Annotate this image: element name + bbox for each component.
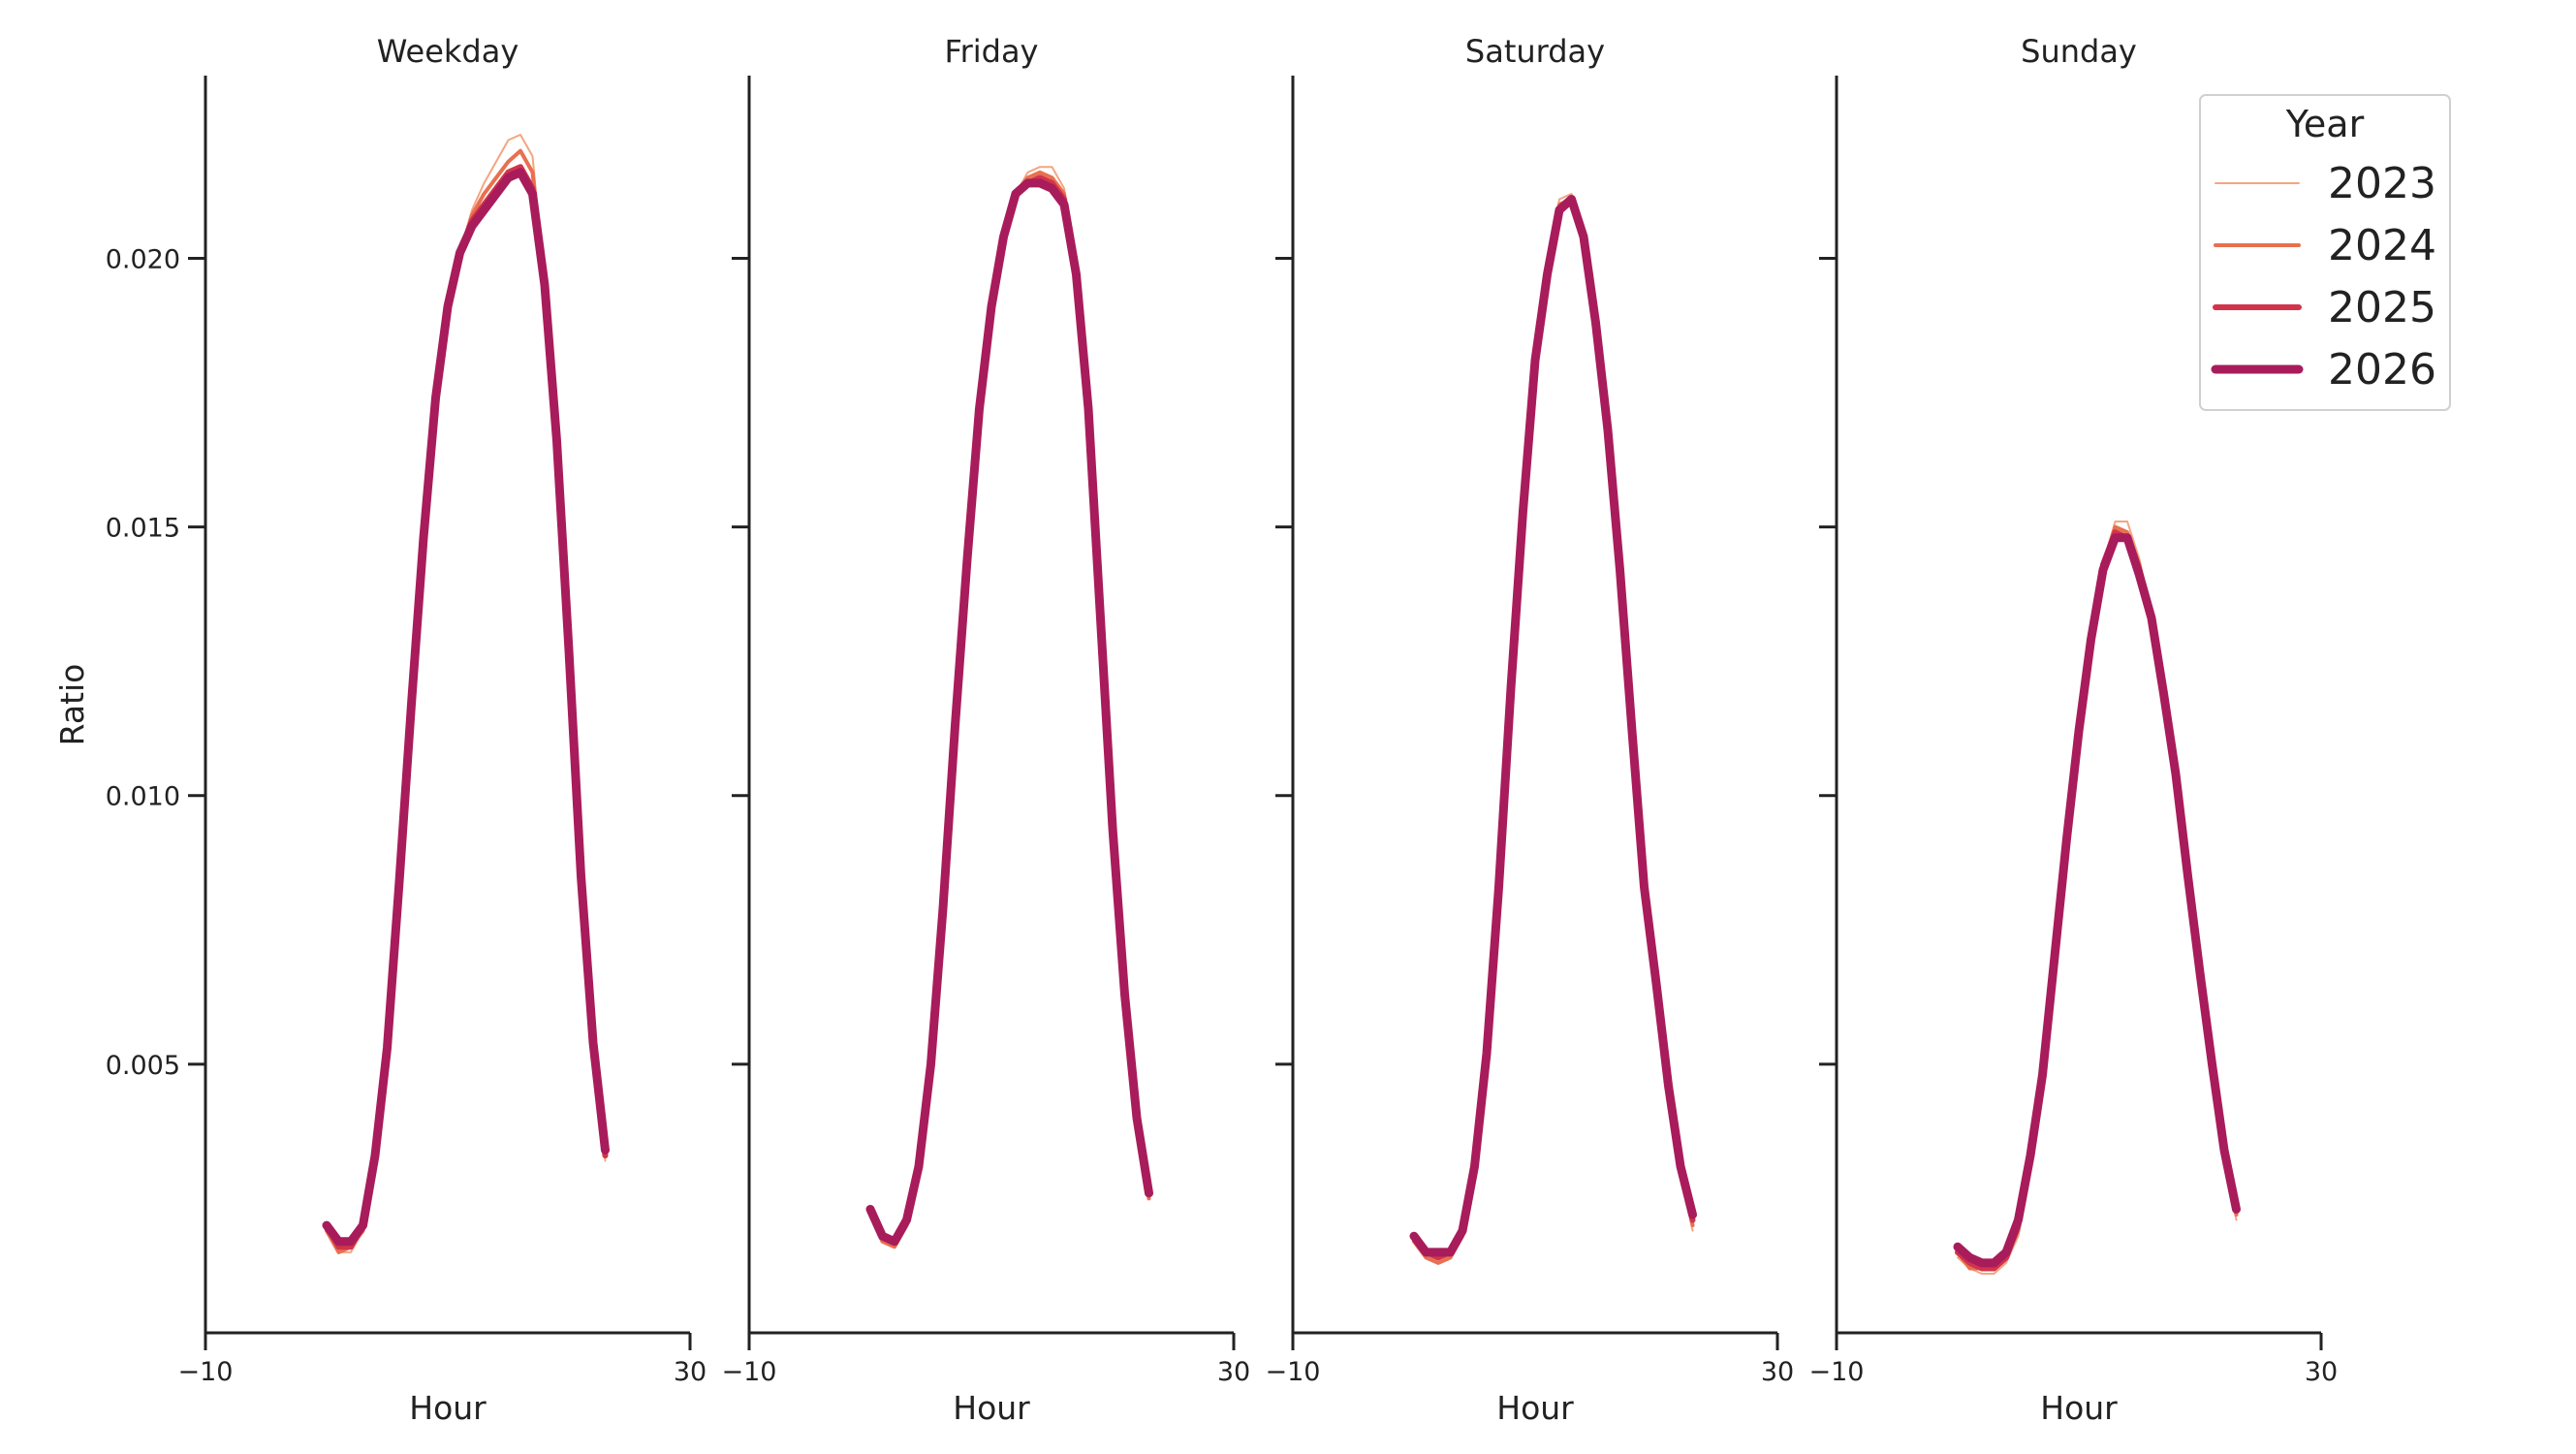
x-tick-label: 30 bbox=[674, 1357, 707, 1387]
panel-sunday: Sunday −10 30 Hour bbox=[1809, 33, 2339, 1427]
y-tick-label: 0.005 bbox=[106, 1051, 180, 1081]
series-line-saturday-2026 bbox=[1409, 195, 1697, 1257]
panel-weekday: Weekday 0.005 0.010 0.015 0.020 −10 30 Hour bbox=[106, 33, 707, 1427]
y-tick-label: 0.020 bbox=[106, 244, 180, 274]
y-tick-label: 0.010 bbox=[106, 782, 180, 812]
series-line-weekday-2025 bbox=[324, 164, 609, 1250]
legend-label-2023: 2023 bbox=[2328, 159, 2436, 208]
panel-title-saturday: Saturday bbox=[1465, 33, 1605, 70]
x-tick-label: −10 bbox=[178, 1357, 234, 1387]
legend-label-2026: 2026 bbox=[2328, 345, 2436, 395]
series-line-saturday-2024 bbox=[1412, 197, 1695, 1265]
legend-label-2025: 2025 bbox=[2328, 283, 2436, 332]
panel-friday: Friday −10 30 Hour bbox=[722, 33, 1251, 1427]
x-tick-label: −10 bbox=[722, 1357, 777, 1387]
y-axis-label: Ratio bbox=[53, 664, 91, 746]
x-tick-label: 30 bbox=[1761, 1357, 1794, 1387]
panel-title-friday: Friday bbox=[945, 33, 1039, 70]
x-axis-label: Hour bbox=[409, 1389, 487, 1427]
x-axis-label: Hour bbox=[1496, 1389, 1574, 1427]
panel-title-sunday: Sunday bbox=[2021, 33, 2137, 70]
x-tick-label: −10 bbox=[1266, 1357, 1321, 1387]
x-tick-label: −10 bbox=[1809, 1357, 1865, 1387]
series-line-saturday-2025 bbox=[1411, 196, 1696, 1261]
legend-label-2024: 2024 bbox=[2328, 221, 2436, 270]
x-axis-label: Hour bbox=[953, 1389, 1030, 1427]
series-line-weekday-2023 bbox=[326, 134, 607, 1253]
panel-saturday: Saturday −10 30 Hour bbox=[1266, 33, 1795, 1427]
y-tick-label: 0.015 bbox=[106, 514, 180, 544]
series-line-sunday-2026 bbox=[1953, 533, 2241, 1268]
legend-frame bbox=[2199, 94, 2451, 411]
series-line-saturday-2023 bbox=[1413, 192, 1694, 1264]
series-line-friday-2026 bbox=[865, 178, 1153, 1247]
x-tick-label: 30 bbox=[1217, 1357, 1250, 1387]
series-line-weekday-2026 bbox=[322, 168, 610, 1247]
x-axis-label: Hour bbox=[2040, 1389, 2118, 1427]
series-line-weekday-2024 bbox=[325, 148, 608, 1254]
x-tick-label: 30 bbox=[2305, 1357, 2338, 1387]
panel-title-weekday: Weekday bbox=[377, 33, 519, 70]
legend-title: Year bbox=[2285, 103, 2365, 145]
legend: Year 2023 2024 2025 2026 bbox=[2199, 94, 2451, 411]
